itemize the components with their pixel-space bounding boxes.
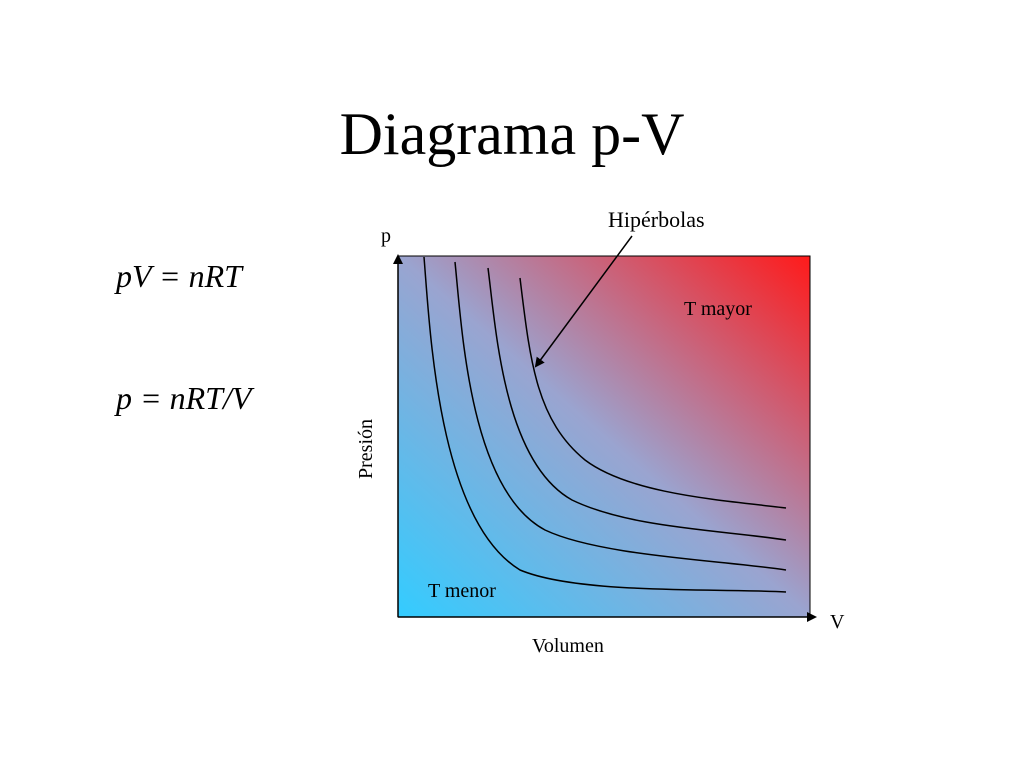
pressure-equation: p = nRT/V [116,380,252,416]
page-title: Diagrama p-V [339,101,685,167]
low-temp-label: T menor [428,580,496,602]
plot-area [397,255,811,618]
hyperbolas-callout: Hipérbolas [608,207,705,232]
isotherm-4 [519,277,787,509]
callout-arrow [534,235,633,368]
x-axis-label: Volumen [532,635,604,657]
isotherm-3 [487,267,787,541]
isotherm-1 [423,256,787,593]
x-axis-symbol: V [830,611,845,633]
ideal-gas-equation: pV = nRT [116,258,242,294]
high-temp-label: T mayor [684,298,752,320]
y-axis-symbol: p [381,225,391,247]
isotherm-2 [454,261,787,571]
y-axis-label: Presión [355,419,377,479]
